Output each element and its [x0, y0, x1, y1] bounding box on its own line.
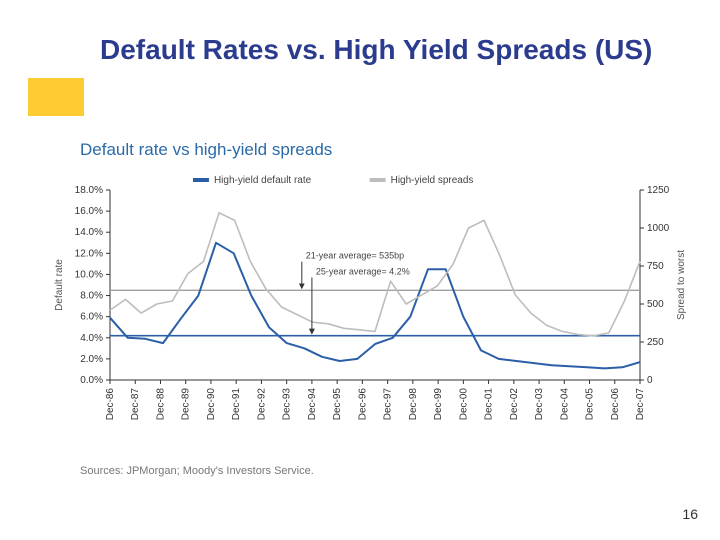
svg-text:Spread to worst: Spread to worst: [676, 250, 687, 320]
svg-text:Default rate: Default rate: [54, 259, 65, 311]
svg-text:1250: 1250: [647, 185, 670, 196]
svg-text:500: 500: [647, 299, 664, 310]
slide-title: Default Rates vs. High Yield Spreads (US…: [100, 34, 660, 66]
svg-text:Dec-04: Dec-04: [559, 388, 570, 421]
svg-text:Dec-90: Dec-90: [206, 388, 217, 421]
svg-text:21-year average= 535bp: 21-year average= 535bp: [306, 251, 404, 261]
page-number: 16: [682, 506, 698, 522]
line-chart: 0.0% 2.0% 4.0% 6.0% 8.0% 10.0% 12.0% 14.0% 16.0%…: [30, 140, 690, 460]
svg-text:Dec-93: Dec-93: [282, 388, 293, 421]
svg-text:750: 750: [647, 261, 664, 272]
svg-text:Dec-00: Dec-00: [458, 388, 469, 421]
svg-text:High-yield default rate: High-yield default rate: [214, 175, 312, 186]
chart-subtitle: Default rate vs high-yield spreads: [80, 140, 332, 160]
svg-text:8.0%: 8.0%: [80, 291, 103, 302]
svg-text:Dec-89: Dec-89: [181, 388, 192, 421]
svg-text:18.0%: 18.0%: [75, 185, 103, 196]
svg-text:Dec-97: Dec-97: [383, 388, 394, 421]
svg-text:0.0%: 0.0%: [80, 375, 103, 386]
svg-text:250: 250: [647, 337, 664, 348]
svg-text:14.0%: 14.0%: [75, 227, 103, 238]
svg-text:10.0%: 10.0%: [75, 269, 103, 280]
slide-root: Default Rates vs. High Yield Spreads (US…: [0, 0, 720, 540]
chart-container: Default rate vs high-yield spreads 0.0% 2…: [30, 140, 690, 480]
svg-text:Dec-02: Dec-02: [509, 388, 520, 421]
svg-text:Dec-96: Dec-96: [357, 388, 368, 421]
svg-text:Dec-06: Dec-06: [610, 388, 621, 421]
svg-text:Dec-87: Dec-87: [130, 388, 141, 421]
svg-text:High-yield spreads: High-yield spreads: [391, 175, 474, 186]
svg-text:1000: 1000: [647, 223, 670, 234]
svg-text:Dec-99: Dec-99: [433, 388, 444, 421]
svg-text:Dec-91: Dec-91: [231, 388, 242, 421]
svg-text:Dec-05: Dec-05: [585, 388, 596, 421]
svg-text:Dec-01: Dec-01: [484, 388, 495, 421]
svg-text:2.0%: 2.0%: [80, 354, 103, 365]
svg-text:Dec-98: Dec-98: [408, 388, 419, 421]
svg-text:Dec-92: Dec-92: [256, 388, 267, 421]
svg-text:Dec-95: Dec-95: [332, 388, 343, 421]
svg-text:Dec-86: Dec-86: [105, 388, 116, 421]
svg-text:25-year average= 4.2%: 25-year average= 4.2%: [316, 266, 410, 276]
svg-text:Dec-07: Dec-07: [635, 388, 646, 421]
svg-text:12.0%: 12.0%: [75, 248, 103, 259]
svg-text:16.0%: 16.0%: [75, 206, 103, 217]
svg-text:Dec-94: Dec-94: [307, 388, 318, 421]
svg-text:6.0%: 6.0%: [80, 312, 103, 323]
chart-source: Sources: JPMorgan; Moody's Investors Ser…: [80, 465, 314, 477]
svg-text:4.0%: 4.0%: [80, 333, 103, 344]
svg-text:Dec-03: Dec-03: [534, 388, 545, 421]
svg-text:Dec-88: Dec-88: [155, 388, 166, 421]
svg-text:0: 0: [647, 375, 653, 386]
accent-block: [28, 78, 84, 116]
